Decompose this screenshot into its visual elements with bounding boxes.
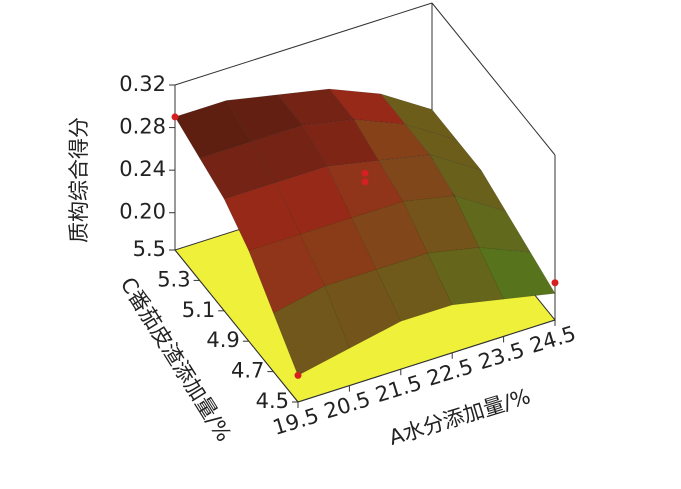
surface-patch	[427, 247, 504, 306]
surface-patch	[301, 119, 379, 167]
box-edge	[431, 2, 556, 156]
z-tick-label: 0.28	[119, 115, 166, 139]
y-tick-label: 4.5	[256, 389, 289, 413]
surface-patch	[478, 247, 556, 300]
box-edge	[174, 249, 299, 403]
y-tick-label: 5.5	[133, 237, 166, 261]
design-point	[361, 178, 369, 186]
surface-patch	[273, 285, 350, 376]
surface-patch	[248, 233, 326, 314]
surface-patch	[377, 154, 455, 202]
surface-patch	[429, 154, 507, 212]
surface-patch	[324, 269, 402, 349]
box-edge	[297, 319, 556, 403]
y-tick-label: 5.3	[157, 267, 190, 291]
surface-patch	[199, 141, 276, 200]
design-point	[294, 371, 302, 379]
z-tick-label: 0.24	[119, 157, 166, 181]
z-tick-label: 0.32	[119, 72, 166, 96]
y-tick-label: 4.7	[231, 359, 264, 383]
y-tick-label: 4.9	[206, 328, 239, 352]
z-axis-title: 质构综合得分	[67, 117, 91, 243]
design-point	[171, 113, 179, 121]
z-tick-label: 0.20	[119, 200, 166, 224]
surface-patch	[351, 201, 428, 270]
design-point	[361, 169, 369, 177]
surface-patch	[453, 195, 531, 253]
surface-patch	[223, 182, 301, 252]
surface-patch	[174, 100, 252, 159]
box-edge	[174, 2, 433, 86]
design-point	[551, 279, 559, 287]
surface-patch	[402, 195, 480, 254]
surface-patch	[326, 160, 404, 219]
y-tick-label: 5.1	[182, 298, 215, 322]
